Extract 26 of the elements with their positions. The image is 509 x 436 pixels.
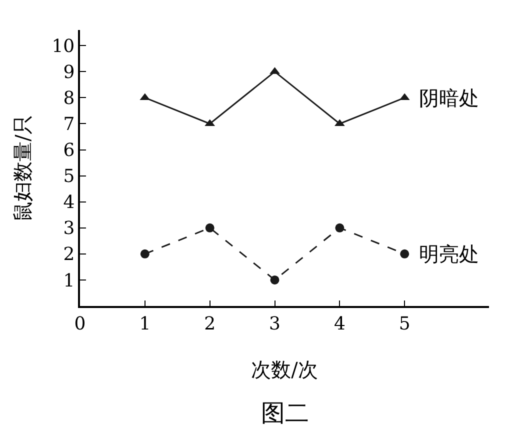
y-tick-label: 4	[63, 192, 75, 214]
y-tick-label: 5	[63, 166, 75, 188]
x-tick-label: 4	[334, 313, 346, 334]
y-tick-label: 2	[63, 244, 75, 266]
x-tick-label: 3	[269, 313, 280, 334]
y-tick-label: 8	[63, 88, 75, 109]
text: 图二	[261, 399, 309, 427]
point	[400, 249, 410, 258]
y-tick-label: 1	[63, 270, 75, 292]
point	[270, 275, 280, 284]
point	[205, 223, 214, 232]
series-label: 明亮处	[419, 242, 479, 266]
x-axis-title: 次数/次	[251, 358, 318, 382]
y-tick-label: 9	[63, 62, 75, 83]
x-tick-label: 2	[204, 313, 216, 334]
y-tick-label: 6	[63, 140, 75, 162]
series-label: 阴暗处	[419, 86, 479, 110]
x-tick-label: 1	[139, 313, 151, 334]
y-tick-label: 10	[52, 36, 75, 57]
x-tick-label: 0	[74, 313, 86, 334]
y-tick-label: 7	[63, 114, 75, 136]
y-axis-title: 鼠妇数量/只	[10, 114, 34, 222]
point	[140, 249, 150, 258]
y-tick-label: 3	[63, 218, 75, 240]
x-tick-label: 5	[398, 313, 410, 334]
point	[335, 223, 344, 232]
